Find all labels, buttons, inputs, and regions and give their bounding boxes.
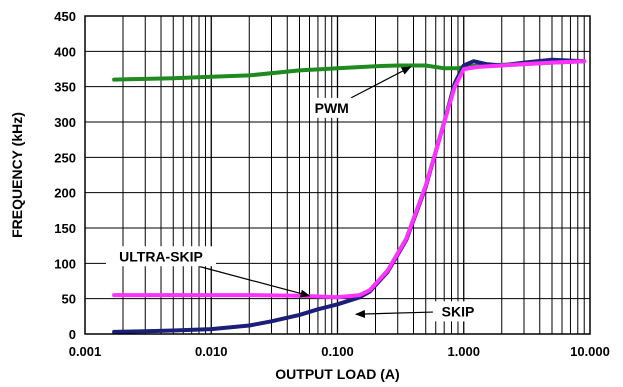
y-tick-label: 200 [54, 186, 76, 201]
x-tick-label: 0.001 [69, 344, 102, 359]
annotations: PWM ULTRA-SKIP SKIP [106, 66, 483, 322]
y-tick-labels: 0 50 100 150 200 250 300 350 400 450 [54, 9, 76, 342]
annotation-label: SKIP [442, 303, 475, 319]
annotation-box [432, 301, 483, 322]
x-tick-label: 0.010 [195, 344, 228, 359]
annotation-arrow [354, 309, 433, 318]
y-tick-label: 250 [54, 150, 76, 165]
annotation-box [311, 97, 352, 118]
x-tick-label: 1.000 [447, 344, 480, 359]
annotation-box [106, 246, 217, 267]
x-tick-labels: 0.001 0.010 0.100 1.000 10.000 [69, 344, 610, 359]
series-lines [112, 57, 587, 334]
x-tick-label: 0.100 [321, 344, 354, 359]
y-tick-label: 150 [54, 221, 76, 236]
grid [85, 16, 590, 334]
plot-frame [84, 15, 591, 335]
y-tick-label: 100 [54, 256, 76, 271]
annotation-arrow [350, 66, 412, 99]
annotation-arrow [198, 265, 311, 298]
x-tick-label: 10.000 [570, 344, 610, 359]
y-tick-label: 350 [54, 80, 76, 95]
y-tick-label: 400 [54, 44, 76, 59]
y-axis-label: FREQUENCY (kHz) [9, 112, 25, 238]
y-tick-label: 450 [54, 9, 76, 24]
series-line-ultra-skip [112, 59, 587, 300]
y-tick-label: 300 [54, 115, 76, 130]
annotation-label: ULTRA-SKIP [119, 248, 203, 264]
y-tick-label: 50 [62, 292, 76, 307]
annotation-label: PWM [315, 100, 349, 116]
y-tick-label: 0 [69, 327, 76, 342]
x-axis-label: OUTPUT LOAD (A) [275, 366, 399, 382]
